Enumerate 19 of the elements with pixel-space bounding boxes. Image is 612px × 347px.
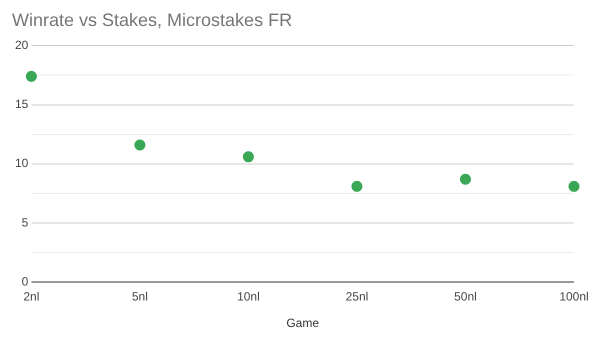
y-tick-label: 10: [14, 156, 29, 170]
x-axis-title: Game: [286, 316, 320, 330]
x-tick-label: 2nl: [23, 290, 40, 304]
y-tick-label: 15: [14, 97, 29, 112]
x-tick-label: 25nl: [346, 290, 368, 304]
x-tick-label: 50nl: [454, 290, 477, 304]
point: [242, 151, 254, 162]
point: [26, 70, 37, 82]
point: [351, 180, 362, 192]
x-tick-label: 100nl: [559, 290, 589, 304]
x-tick-label: 5nl: [132, 290, 148, 304]
point: [568, 180, 580, 192]
y-tick-label: 20: [14, 38, 29, 52]
point: [460, 174, 471, 185]
y-tick-label: 0: [22, 274, 29, 289]
y-tick-label: 5: [22, 215, 29, 230]
x-tick-label: 10nl: [237, 290, 260, 304]
chart-title: Winrate vs Stakes, Microstakes FR: [12, 10, 292, 30]
point: [134, 139, 146, 150]
